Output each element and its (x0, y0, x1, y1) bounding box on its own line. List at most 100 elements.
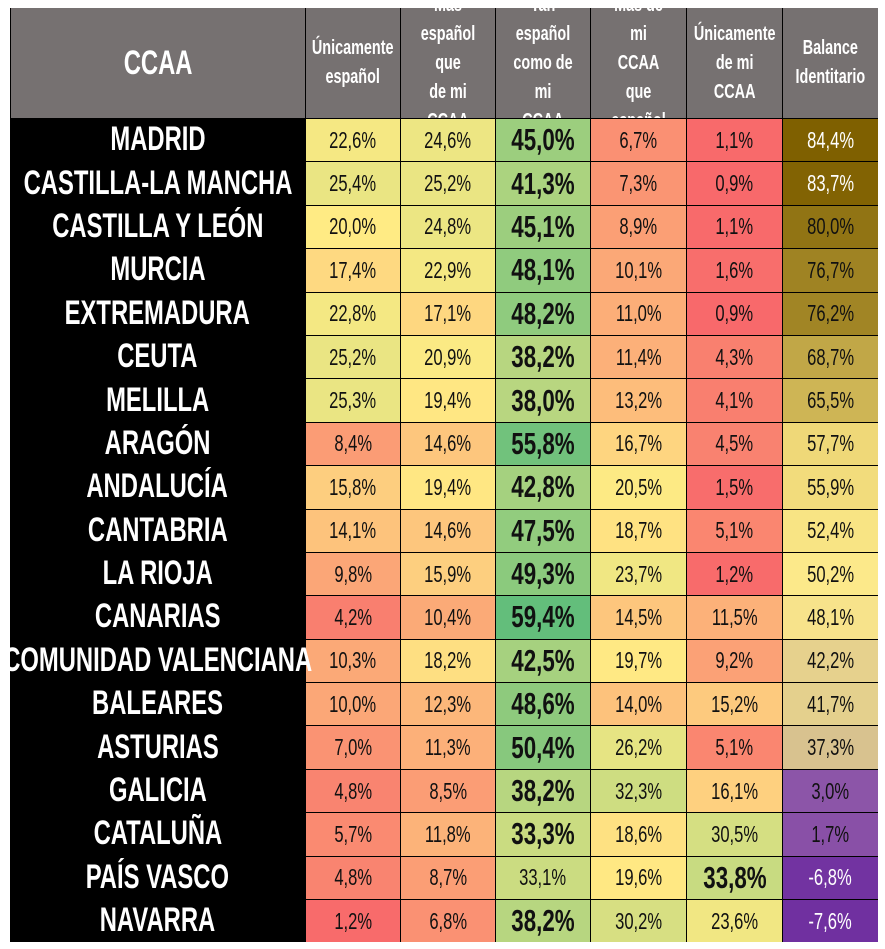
table-cell: 4,8% (305, 768, 400, 813)
cell-value: 50,4% (511, 729, 575, 765)
table-cell: 13,2% (590, 378, 686, 422)
cell-value: 41,3% (511, 165, 575, 201)
header-label: CCAA (123, 43, 193, 82)
cell-value: 80,0% (807, 213, 854, 240)
cell-value: 76,7% (807, 256, 854, 283)
cell-value: 26,2% (615, 734, 662, 761)
ccaa-name-cell: MADRID (10, 118, 305, 162)
table-cell: 55,8% (495, 421, 590, 466)
header-balance: Balance Identitario (782, 8, 878, 118)
cell-value: 8,5% (429, 777, 467, 804)
ccaa-name: ASTURIAS (96, 727, 219, 766)
cell-value: 76,2% (807, 300, 854, 327)
ccaa-name-cell: ANDALUCÍA (10, 465, 305, 509)
table-cell: 9,2% (686, 638, 782, 683)
table-cell: 59,4% (495, 595, 590, 639)
table-cell: 14,1% (305, 508, 400, 552)
cell-value: 10,4% (424, 603, 472, 630)
header-label: Únicamente español (312, 37, 394, 88)
ccaa-name-cell: CASTILLA-LA MANCHA (10, 161, 305, 205)
cell-value: 0,9% (715, 300, 754, 327)
cell-value: 15,8% (329, 473, 377, 500)
cell-value: 22,6% (329, 126, 377, 153)
table-cell: 9,8% (305, 551, 400, 596)
cell-value: 10,0% (329, 690, 377, 717)
table-cell: 1,2% (686, 551, 782, 596)
table-cell: 18,2% (400, 638, 495, 683)
cell-value: -6,8% (808, 864, 853, 891)
cell-value: 15,9% (424, 560, 472, 587)
table-cell: 17,4% (305, 248, 400, 292)
cell-value: 16,1% (711, 777, 758, 804)
table-cell: 17,1% (400, 291, 495, 335)
table-cell: 41,3% (495, 161, 590, 205)
cell-value: 19,7% (615, 647, 662, 674)
ccaa-name-cell: CANARIAS (10, 595, 305, 639)
balance-cell: 48,1% (782, 595, 878, 639)
ccaa-name: EXTREMADURA (64, 293, 251, 332)
cell-value: 23,7% (615, 560, 662, 587)
cell-value: 23,6% (711, 907, 758, 934)
cell-value: 11,8% (425, 820, 471, 847)
balance-cell: 76,2% (782, 291, 878, 335)
table-cell: 19,4% (400, 465, 495, 509)
table-cell: 42,5% (495, 638, 590, 683)
ccaa-name: MURCIA (109, 250, 206, 289)
table-cell: 38,0% (495, 378, 590, 422)
balance-cell: 50,2% (782, 551, 878, 596)
table-cell: 50,4% (495, 725, 590, 769)
table-cell: 4,5% (686, 421, 782, 466)
cell-value: 6,8% (429, 907, 467, 934)
cell-value: 52,4% (807, 517, 854, 544)
table-cell: 20,9% (400, 334, 495, 379)
table-cell: 1,2% (305, 899, 400, 943)
cell-value: 11,4% (615, 343, 662, 370)
ccaa-name: MELILLA (105, 380, 210, 419)
ccaa-name-cell: ASTURIAS (10, 725, 305, 769)
cell-value: 68,7% (807, 343, 854, 370)
balance-cell: 1,7% (782, 812, 878, 856)
cell-value: 59,4% (511, 599, 575, 635)
table-cell: 42,8% (495, 465, 590, 509)
ccaa-name: ARAGÓN (104, 423, 211, 462)
table-cell: 5,7% (305, 812, 400, 856)
table-cell: 11,4% (590, 334, 686, 379)
cell-value: 18,2% (424, 647, 472, 674)
cell-value: 25,2% (329, 343, 377, 370)
balance-cell: 65,5% (782, 378, 878, 422)
ccaa-name: ANDALUCÍA (86, 467, 229, 506)
cell-value: 48,6% (511, 686, 575, 722)
identity-table: CCAA Únicamente español Más español que de… (3, 8, 878, 943)
ccaa-name: MADRID (109, 120, 206, 159)
table-cell: 18,6% (590, 812, 686, 856)
table-cell: 33,1% (495, 855, 590, 900)
cell-value: 30,5% (711, 820, 758, 847)
balance-cell: -6,8% (782, 855, 878, 900)
cell-value: 48,2% (511, 295, 575, 331)
table-cell: 24,8% (400, 204, 495, 249)
table-cell: 20,0% (305, 204, 400, 249)
ccaa-name-cell: ARAGÓN (10, 421, 305, 466)
cell-value: 41,7% (807, 690, 854, 717)
cell-value: 18,6% (615, 820, 662, 847)
ccaa-name-cell: LA RIOJA (10, 551, 305, 596)
cell-value: 32,3% (615, 777, 662, 804)
header-unicamente-ccaa: Únicamente de mi CCAA (686, 8, 782, 118)
table-cell: 6,8% (400, 899, 495, 943)
table-cell: 5,1% (686, 725, 782, 769)
ccaa-name: CASTILLA Y LEÓN (51, 206, 264, 245)
table-cell: 11,3% (400, 725, 495, 769)
cell-value: 1,1% (715, 126, 754, 153)
table-cell: 10,4% (400, 595, 495, 639)
cell-value: 13,2% (615, 387, 662, 414)
cell-value: 25,4% (329, 170, 377, 197)
ccaa-name: BALEARES (92, 684, 223, 723)
cell-value: 14,0% (615, 690, 662, 717)
cell-value: 14,5% (615, 603, 662, 630)
table-cell: 38,2% (495, 334, 590, 379)
ccaa-name-cell: CATALUÑA (10, 812, 305, 856)
header-label: Más de mi CCAA que español (611, 8, 665, 118)
table-cell: 25,3% (305, 378, 400, 422)
cell-value: 8,4% (334, 430, 372, 457)
cell-value: 12,3% (424, 690, 472, 717)
